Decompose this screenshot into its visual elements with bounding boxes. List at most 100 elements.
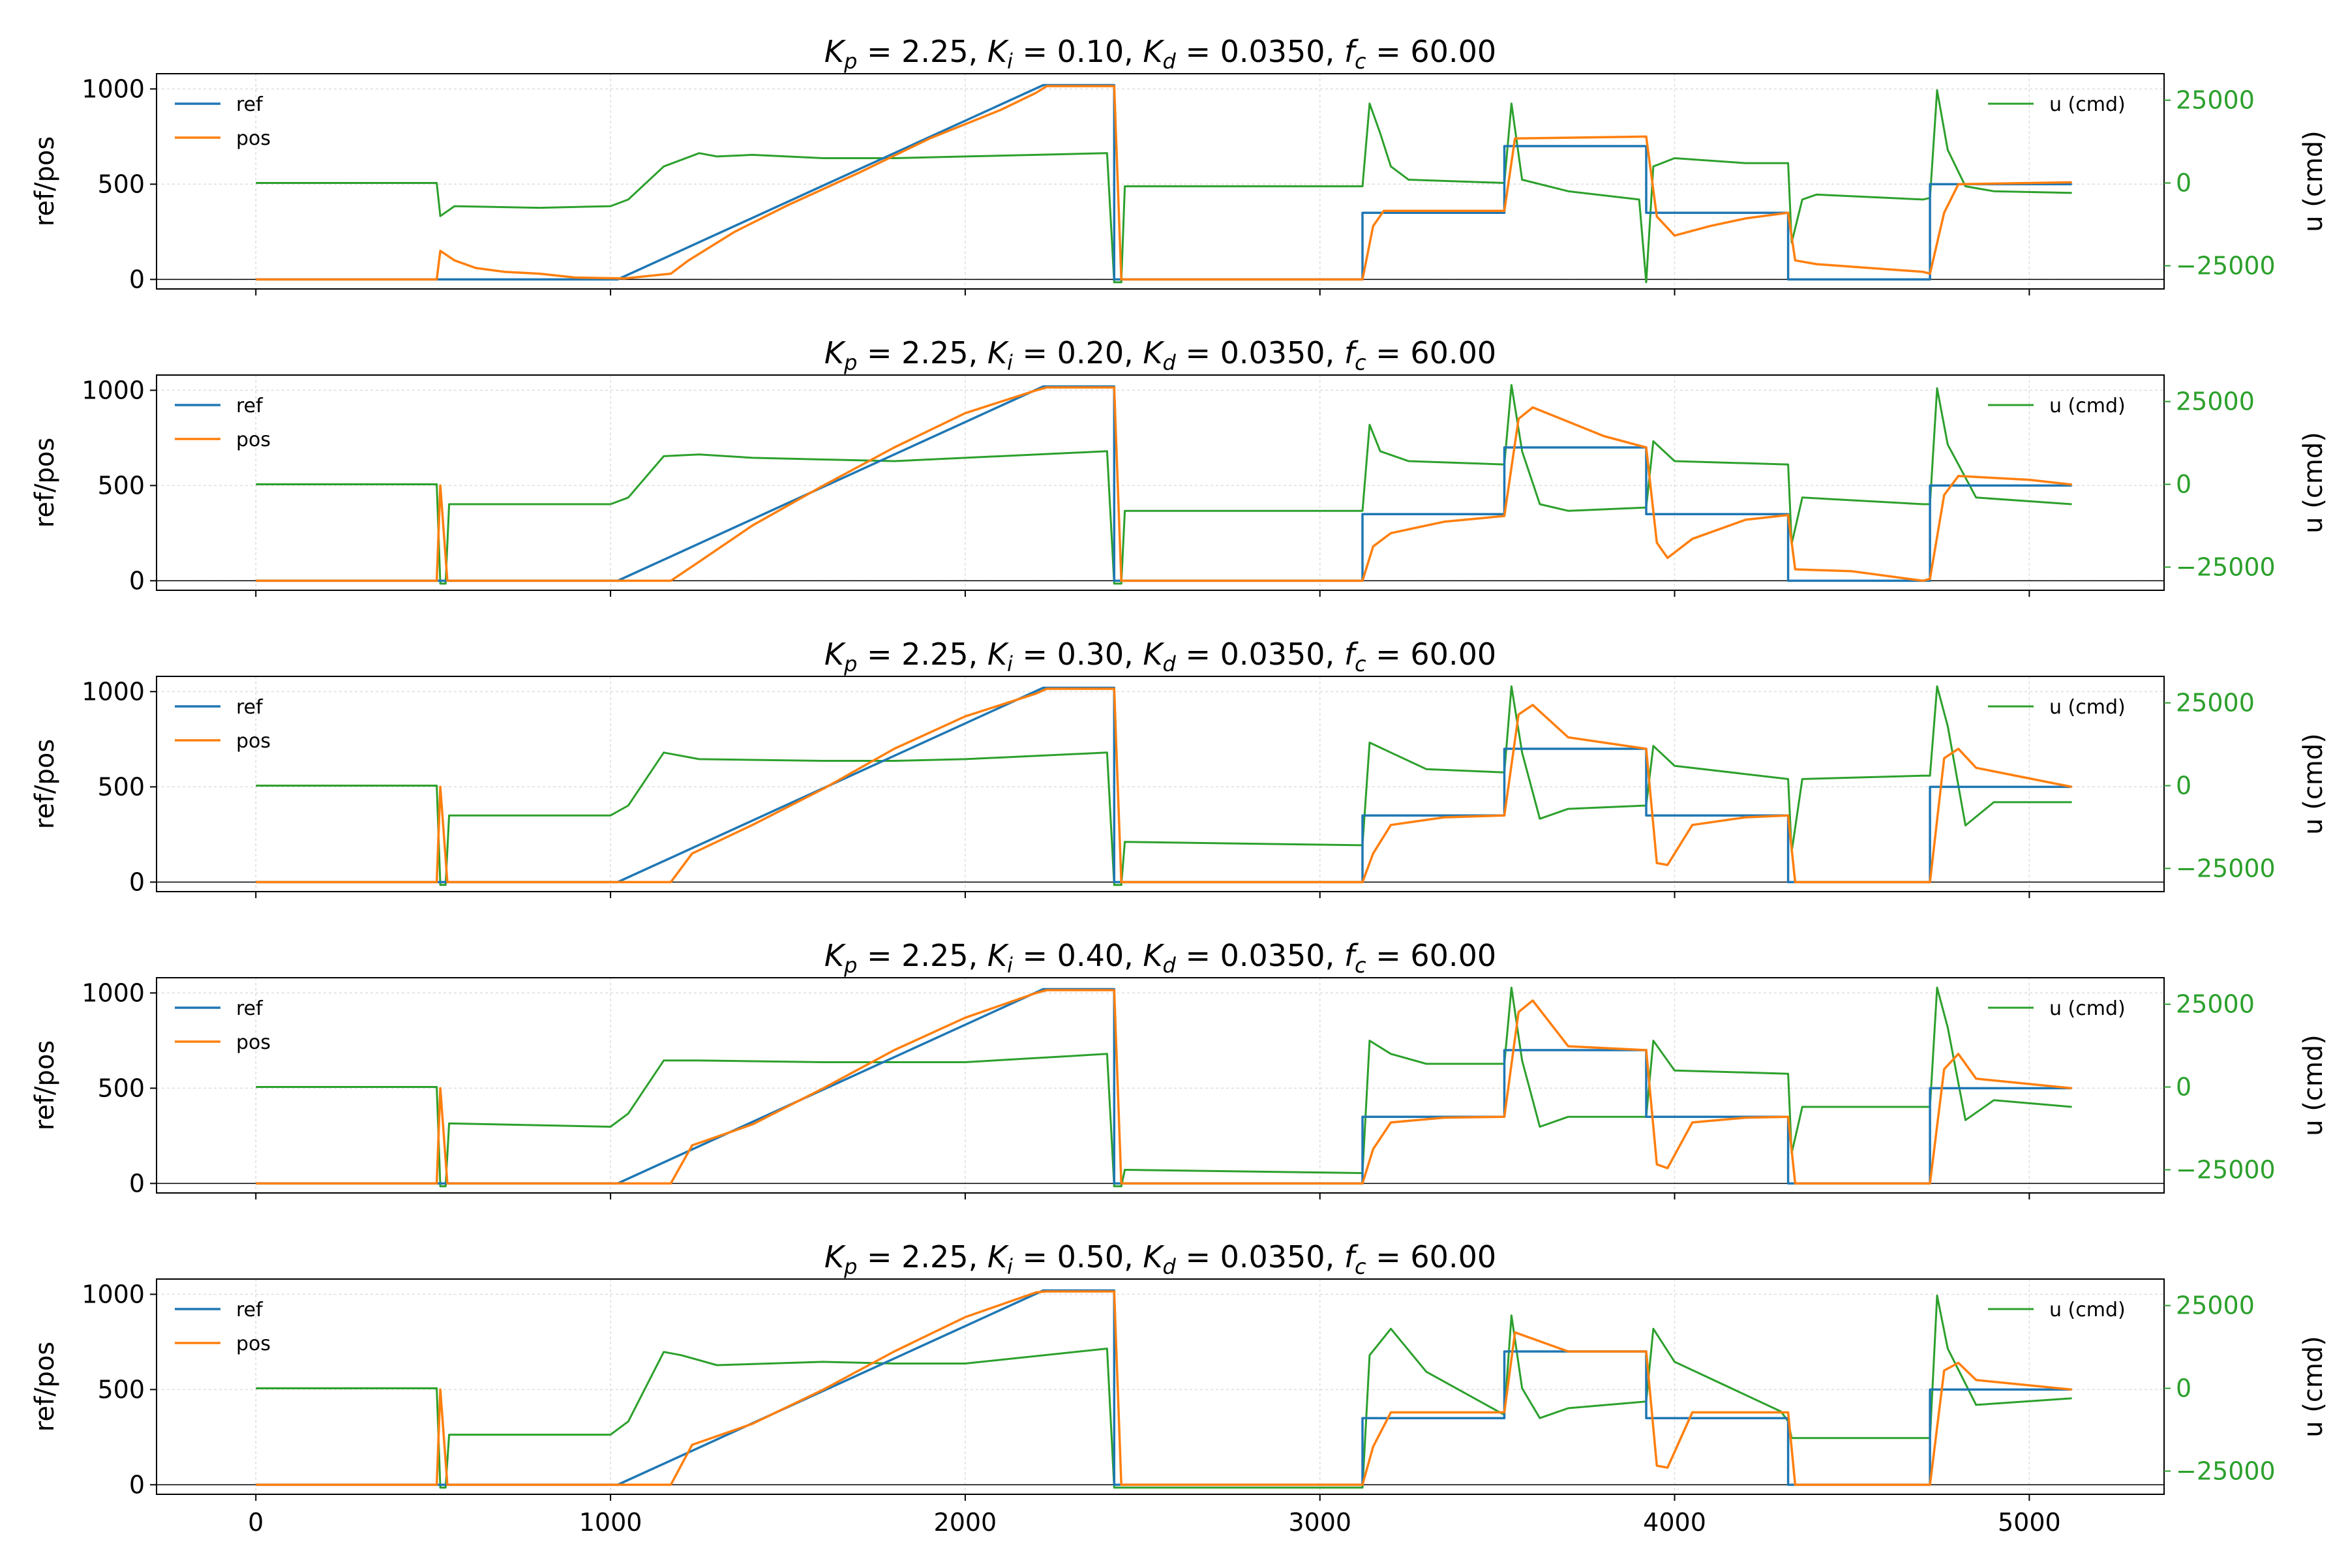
legend-label-pos: pos <box>236 429 271 451</box>
legend-label-ref: ref <box>236 696 263 719</box>
series-line-pos <box>256 386 2072 582</box>
legend-label-ref: ref <box>236 1299 263 1321</box>
y-tick-label: 500 <box>97 772 145 801</box>
legend-right: u (cmd) <box>1988 997 2126 1020</box>
legend-label-pos: pos <box>236 127 271 150</box>
y2-tick-label: −25000 <box>2176 552 2276 581</box>
y2-tick-label: 25000 <box>2176 689 2255 717</box>
x-tick-label: 2000 <box>934 1508 997 1537</box>
plot-frame <box>156 676 2165 892</box>
legend-label-u-cmd: u (cmd) <box>2049 1299 2126 1321</box>
legend-right: u (cmd) <box>1988 1299 2126 1321</box>
y-axis-label: ref/pos <box>30 1342 60 1432</box>
legend-left: ref pos <box>175 395 271 451</box>
y2-tick-label: 25000 <box>2176 86 2255 115</box>
x-tick-label: 5000 <box>1998 1508 2061 1537</box>
series-line-ucmd <box>256 685 2072 886</box>
y-tick-label: 500 <box>97 1375 145 1404</box>
legend-left: ref pos <box>175 696 271 753</box>
subplot-5: 0 1000 2000 3000 4000 5000 0 500 1000 −25000 0 2500… <box>30 1239 2328 1537</box>
y2-tick-label: −25000 <box>2176 251 2276 280</box>
legend-label-u-cmd: u (cmd) <box>2049 997 2126 1020</box>
subplot-4: 0 500 1000 −25000 0 25000 ref/pos u (cmd) Kp = 2… <box>30 938 2328 1199</box>
series-line-ucmd <box>256 384 2072 585</box>
y-axis-label: ref/pos <box>30 1040 60 1130</box>
series-line-ucmd <box>256 1294 2072 1489</box>
y2-axis-label: u (cmd) <box>2298 432 2328 534</box>
legend-left: ref pos <box>175 997 271 1054</box>
y-tick-label: 500 <box>97 1074 145 1102</box>
legend-left: ref pos <box>175 1299 271 1355</box>
y-tick-label: 1000 <box>82 677 145 706</box>
legend-label-u-cmd: u (cmd) <box>2049 696 2126 719</box>
subplot-2: 0 500 1000 −25000 0 25000 ref/pos u (cmd) Kp = 2… <box>30 335 2328 597</box>
y-tick-label: 0 <box>129 867 145 896</box>
legend-label-ref: ref <box>236 997 263 1020</box>
y-tick-label: 0 <box>129 265 145 294</box>
y2-tick-label: 0 <box>2176 1374 2191 1403</box>
subplot-title: Kp = 2.25, Ki = 0.20, Kd = 0.0350, fc = … <box>824 335 1496 375</box>
y2-axis-label: u (cmd) <box>2298 1034 2328 1136</box>
series-line-ref <box>256 988 2072 1185</box>
subplot-title: Kp = 2.25, Ki = 0.50, Kd = 0.0350, fc = … <box>824 1239 1496 1279</box>
y-tick-label: 0 <box>129 1470 145 1499</box>
legend-label-ref: ref <box>236 93 263 116</box>
y2-tick-label: 0 <box>2176 169 2191 198</box>
y2-tick-label: 25000 <box>2176 1291 2255 1320</box>
legend-left: ref pos <box>175 93 271 150</box>
x-tick-label: 1000 <box>579 1508 642 1537</box>
y-tick-label: 1000 <box>82 376 145 404</box>
y2-axis-label: u (cmd) <box>2298 130 2328 232</box>
y-tick-label: 1000 <box>82 978 145 1007</box>
subplot-3: 0 500 1000 −25000 0 25000 ref/pos u (cmd) Kp = 2… <box>30 637 2328 898</box>
legend-label-ref: ref <box>236 395 263 417</box>
legend-label-u-cmd: u (cmd) <box>2049 93 2126 116</box>
plot-frame <box>156 977 2165 1194</box>
subplot-title: Kp = 2.25, Ki = 0.30, Kd = 0.0350, fc = … <box>824 637 1496 676</box>
y-tick-label: 1000 <box>82 74 145 103</box>
y-tick-label: 500 <box>97 471 145 500</box>
y-axis-label: ref/pos <box>30 438 60 528</box>
legend-right: u (cmd) <box>1988 395 2126 417</box>
y2-tick-label: 0 <box>2176 470 2191 499</box>
legend-label-pos: pos <box>236 1031 271 1054</box>
y2-tick-label: 25000 <box>2176 387 2255 416</box>
y2-tick-label: −25000 <box>2176 1456 2276 1485</box>
y2-tick-label: 0 <box>2176 1073 2191 1102</box>
legend-label-u-cmd: u (cmd) <box>2049 395 2126 417</box>
y2-tick-label: −25000 <box>2176 1155 2276 1184</box>
series-line-ucmd <box>256 89 2072 284</box>
legend-label-pos: pos <box>236 1333 271 1355</box>
y-tick-label: 500 <box>97 170 145 198</box>
y2-axis-label: u (cmd) <box>2298 733 2328 835</box>
series-line-ref <box>256 385 2072 582</box>
plot-frame <box>156 374 2165 591</box>
y-tick-label: 0 <box>129 1169 145 1198</box>
legend-right: u (cmd) <box>1988 93 2126 116</box>
series-line-pos <box>256 1290 2072 1486</box>
series-line-pos <box>256 687 2072 884</box>
series-line-ref <box>256 686 2072 884</box>
y2-tick-label: −25000 <box>2176 854 2276 882</box>
series-line-pos <box>256 989 2072 1185</box>
series-line-ref <box>256 1289 2072 1486</box>
y-tick-label: 0 <box>129 566 145 595</box>
plot-frame <box>156 1278 2165 1495</box>
legend-right: u (cmd) <box>1988 696 2126 719</box>
subplot-1: 0 500 1000 −25000 0 25000 ref/pos u (cmd) Kp = 2… <box>30 34 2328 295</box>
x-tick-label: 3000 <box>1288 1508 1351 1537</box>
x-tick-label: 4000 <box>1643 1508 1706 1537</box>
subplot-title: Kp = 2.25, Ki = 0.40, Kd = 0.0350, fc = … <box>824 938 1496 978</box>
y-tick-label: 1000 <box>82 1280 145 1308</box>
y-axis-label: ref/pos <box>30 136 60 226</box>
x-tick-label: 0 <box>248 1508 263 1537</box>
plot-frame <box>156 73 2165 290</box>
legend-label-pos: pos <box>236 730 271 753</box>
series-line-ref <box>256 83 2072 281</box>
series-line-pos <box>256 85 2072 281</box>
subplot-title: Kp = 2.25, Ki = 0.10, Kd = 0.0350, fc = … <box>824 34 1496 74</box>
series-line-ucmd <box>256 986 2072 1188</box>
y2-tick-label: 0 <box>2176 772 2191 800</box>
